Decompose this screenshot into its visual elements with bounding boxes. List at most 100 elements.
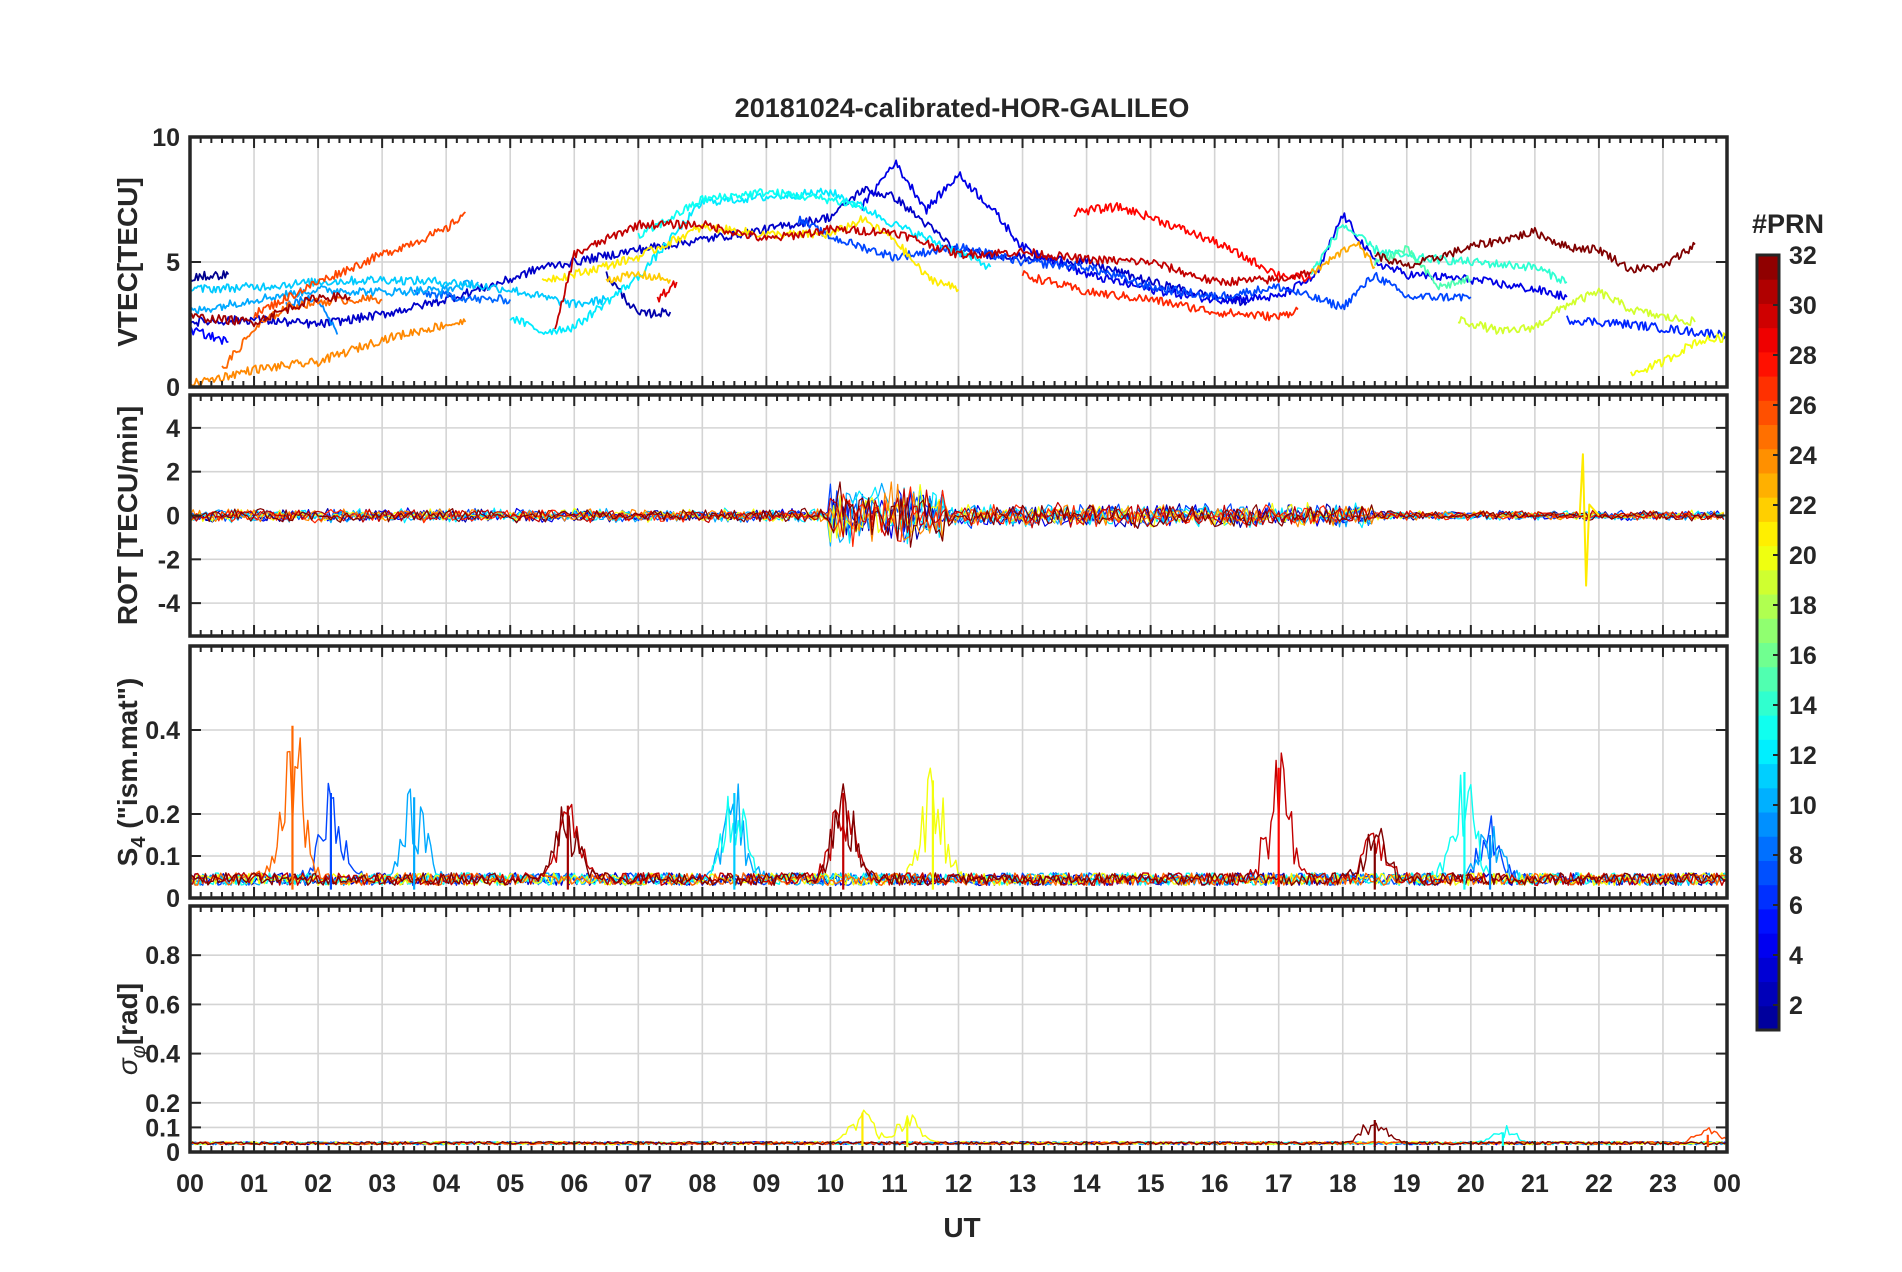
- y-label-main: σ: [112, 1057, 143, 1075]
- colorbar-segment: [1757, 472, 1779, 498]
- colorbar-segment: [1757, 933, 1779, 958]
- x-tick-label: 22: [1585, 1170, 1613, 1198]
- x-tick-label: 15: [1137, 1170, 1165, 1198]
- x-tick-label: 04: [432, 1170, 460, 1198]
- x-tick-label: 09: [752, 1170, 780, 1198]
- colorbar-segment: [1757, 569, 1779, 595]
- x-tick-label: 17: [1265, 1170, 1293, 1198]
- colorbar-segment: [1757, 812, 1779, 837]
- vtec-track-prn-27: [1021, 270, 1299, 322]
- y-axis-label: ROT [TECU/min]: [112, 406, 143, 625]
- colorbar-segment: [1757, 497, 1779, 522]
- colorbar-segment: [1757, 448, 1779, 474]
- panel-rot: -4 -2 0 2 4 ROT [TECU/min]: [112, 393, 1729, 638]
- panel-vtec: 0 5 10 VTEC[TECU]: [112, 124, 1729, 402]
- x-tick-label: 02: [304, 1170, 332, 1198]
- colorbar-tick-label: 2: [1789, 992, 1803, 1020]
- x-ticks: [189, 137, 1728, 387]
- y-label-main: S: [112, 848, 143, 867]
- vtec-track-prn-2: [605, 271, 672, 319]
- vtec-track-prn-30: [554, 219, 1312, 330]
- vtec-track-prn-14: [1310, 224, 1568, 284]
- y-tick-label: 0: [166, 1139, 180, 1167]
- y-tick-label: 5: [166, 249, 180, 277]
- y-tick-label: 4: [166, 415, 180, 443]
- colorbar-segment: [1757, 327, 1779, 353]
- vtec-track-prn-15: [1373, 245, 1472, 291]
- y-tick-label: -2: [158, 546, 180, 574]
- vtec-track-prn-29: [656, 280, 678, 303]
- vtec-track-prn-11: [190, 275, 607, 309]
- rot-trace-prn-27: [190, 486, 1725, 548]
- y-tick-label: 0: [166, 885, 180, 913]
- vtec-track-prn-8: [413, 287, 512, 305]
- vtec-track-prn-9: [285, 294, 339, 335]
- y-label-sub: 4: [128, 836, 150, 848]
- x-tick-label: 11: [881, 1170, 908, 1198]
- colorbar-segment: [1757, 884, 1779, 910]
- colorbar-segment: [1757, 400, 1779, 426]
- vtec-track-prn-23: [1309, 241, 1376, 275]
- colorbar-segment: [1757, 957, 1779, 983]
- x-tick-label: 16: [1201, 1170, 1229, 1198]
- x-tick-label: 05: [496, 1170, 524, 1198]
- y-axis-label: σφ[rad]: [112, 983, 150, 1075]
- colorbar-tick-label: 24: [1789, 442, 1817, 470]
- colorbar-segment: [1757, 594, 1779, 619]
- colorbar-segment: [1757, 860, 1779, 886]
- vtec-track-prn-13: [637, 188, 863, 239]
- colorbar-segment: [1757, 763, 1779, 789]
- colorbar-frame: [1755, 253, 1781, 1032]
- colorbar-segment: [1757, 618, 1779, 643]
- panel-s4: 00.10.20.4S4 ("ism.mat"): [112, 644, 1729, 913]
- vtec-track-prn-28: [1073, 202, 1312, 283]
- colorbar-tick-label: 32: [1789, 242, 1817, 270]
- vtec-track-prn-25: [221, 294, 383, 369]
- x-ticks: [189, 395, 1728, 636]
- colorbar-segment: [1757, 787, 1779, 813]
- vtec-track-prn-5: [190, 325, 229, 345]
- x-tick-label: 19: [1393, 1170, 1421, 1198]
- rot-trace-prn-20: [190, 484, 1725, 543]
- vtec-track-prn-19: [1457, 287, 1696, 335]
- colorbar-tick-label: 10: [1789, 792, 1817, 820]
- colorbar-segment: [1757, 521, 1779, 547]
- y-tick-label: 0.4: [145, 717, 180, 745]
- vtec-track-prn-6: [1566, 315, 1727, 340]
- colorbar-segment: [1757, 1005, 1779, 1031]
- colorbar-segment: [1757, 690, 1779, 716]
- colorbar-tick-label: 28: [1789, 342, 1817, 370]
- colorbar-segment: [1757, 739, 1779, 765]
- colorbar-tick-label: 8: [1789, 842, 1803, 870]
- x-tick-label: 20: [1457, 1170, 1485, 1198]
- colorbar-segment: [1757, 545, 1779, 571]
- y-tick-label: 0.2: [145, 801, 180, 829]
- y-tick-label: -4: [158, 590, 180, 618]
- gridlines: [190, 137, 1727, 387]
- vtec-track-prn-24: [190, 318, 467, 387]
- colorbar-tick-label: 26: [1789, 392, 1817, 420]
- gridlines: [190, 646, 1727, 898]
- data-group: [190, 159, 1727, 387]
- colorbar-segment: [1757, 351, 1779, 377]
- y-tick-label: 0.4: [145, 1041, 180, 1069]
- x-tick-label: 06: [560, 1170, 588, 1198]
- x-tick-label: 08: [688, 1170, 716, 1198]
- x-tick-label: 00: [1713, 1170, 1741, 1198]
- rot-spike-prn-21: [1578, 453, 1600, 587]
- x-tick-label: 01: [240, 1170, 268, 1198]
- colorbar-segment: [1757, 836, 1779, 861]
- colorbar-segment: [1757, 981, 1779, 1007]
- colorbar-segment: [1757, 715, 1779, 740]
- y-tick-label: 0: [166, 503, 180, 531]
- colorbar-segment: [1757, 279, 1779, 304]
- data-group: [190, 453, 1725, 587]
- y-tick-label: 0.1: [145, 843, 180, 871]
- colorbar-tick-label: 30: [1789, 292, 1817, 320]
- gridlines: [190, 906, 1727, 1152]
- vtec-track-prn-26: [253, 211, 466, 319]
- x-axis-label: UT: [943, 1212, 980, 1243]
